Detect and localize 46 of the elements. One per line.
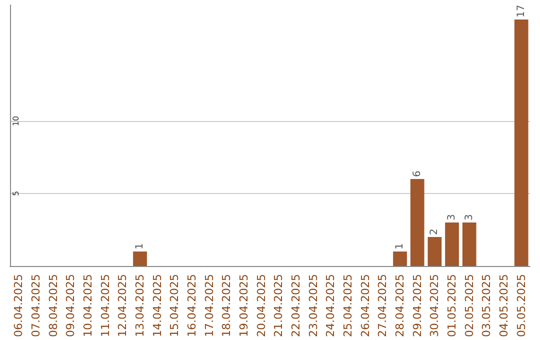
x-tick-label: 18.04.2025 [220,274,234,338]
bar [428,237,442,266]
x-tick-label: 09.04.2025 [64,274,78,338]
data-label: 6 [412,170,423,178]
x-tick-label: 22.04.2025 [290,274,302,338]
x-tick-label: 29.04.2025 [410,274,424,338]
x-tick-label: 06.04.2025 [12,274,26,338]
x-tick-label: 28.04.2025 [394,274,406,338]
x-tick-label: 13.04.2025 [134,274,146,338]
x-tick-label: 11.04.2025 [98,274,112,338]
x-tick-label: 04.05.2025 [498,274,510,338]
data-label: 17 [516,4,527,18]
x-tick-label: 02.05.2025 [462,274,476,338]
y-tick-label: 10 [12,116,20,126]
x-tick-label: 12.04.2025 [116,274,130,338]
x-tick-label: 20.04.2025 [254,274,268,338]
data-label: 2 [429,228,440,236]
x-tick-label: 03.05.2025 [480,274,494,338]
x-tick-label: 26.04.2025 [358,274,372,338]
bar [133,252,147,266]
x-tick-label: 19.04.2025 [238,274,250,338]
x-tick-label: 07.04.2025 [30,274,42,338]
x-tick-label: 05.05.2025 [514,274,528,338]
x-tick-label: 17.04.2025 [202,274,216,338]
x-tick-label: 25.04.2025 [342,274,354,338]
x-tick-label: 14.04.2025 [150,274,164,338]
x-tick-label: 23.04.2025 [306,274,320,338]
x-tick-label: 15.04.2025 [168,274,182,338]
bar [462,222,476,266]
x-tick-label: 30.04.2025 [428,274,442,338]
bar [514,20,528,266]
data-label: 3 [446,214,458,221]
x-tick-label: 21.04.2025 [272,274,286,338]
data-label: 3 [464,214,475,221]
x-tick-label: 10.04.2025 [82,274,94,338]
x-tick-label: 16.04.2025 [186,274,198,338]
x-tick-label: 08.04.2025 [46,274,60,338]
x-tick-label: 24.04.2025 [324,274,338,338]
bar [410,179,424,266]
data-label: 1 [134,243,146,250]
x-tick-label: 01.05.2025 [446,274,458,338]
data-label: 1 [394,243,406,250]
bar [393,252,407,266]
x-tick-label: 27.04.2025 [376,274,390,338]
y-tick-label: 5 [12,190,20,196]
bar [445,222,459,266]
